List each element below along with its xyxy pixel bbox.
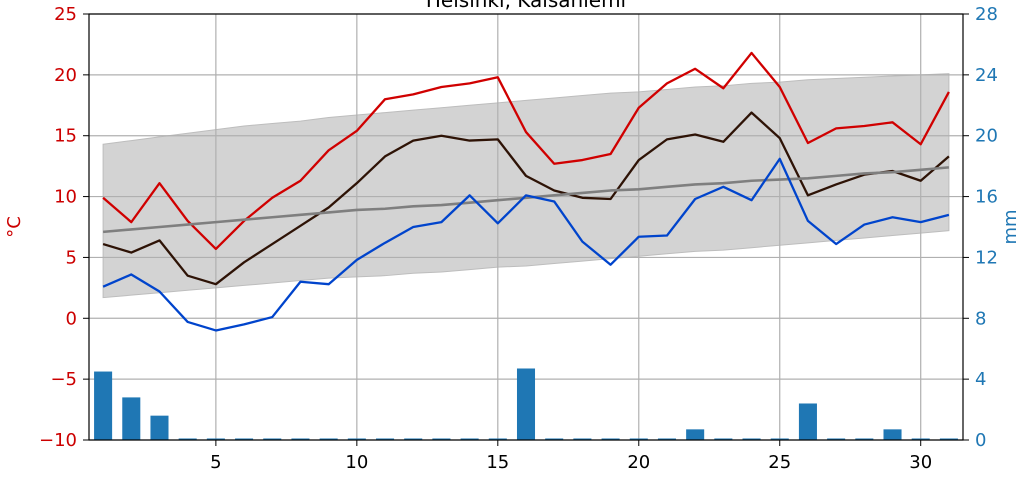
- x-tick-label: 25: [768, 452, 791, 473]
- bar-layer: [94, 368, 958, 440]
- x-tick-label: 5: [210, 452, 221, 473]
- precipitation-bar: [460, 438, 479, 440]
- y-axis-label-right: mm: [1000, 209, 1021, 244]
- precipitation-bar: [657, 438, 676, 440]
- y-tick-label-left: 15: [54, 126, 77, 147]
- y-tick-label-right: 28: [975, 4, 998, 25]
- precipitation-bar: [122, 397, 141, 440]
- y-tick-label-right: 20: [975, 126, 998, 147]
- precipitation-bar: [347, 438, 366, 440]
- line-layer: [102, 51, 950, 332]
- spread-band-layer: [102, 73, 950, 299]
- precipitation-bar: [319, 438, 338, 440]
- y-tick-label-right: 16: [975, 187, 998, 208]
- precipitation-bar: [911, 438, 930, 440]
- y-tick-label-right: 0: [975, 430, 986, 451]
- tick-layer: 5 10 15 20 25 30 −10 −5 0 5 10 15 20 25 0 4 8 12 16 20 24 28: [39, 4, 998, 473]
- precipitation-bar: [178, 438, 197, 440]
- y-tick-label-left: 0: [66, 308, 77, 329]
- y-tick-label-left: 25: [54, 4, 77, 25]
- y-tick-label-left: 10: [54, 187, 77, 208]
- precipitation-bar: [742, 438, 761, 440]
- precipitation-bar: [432, 438, 451, 440]
- precipitation-bar: [855, 438, 874, 440]
- x-tick-label: 15: [486, 452, 509, 473]
- precipitation-bar: [573, 438, 592, 440]
- spread-band: [102, 73, 950, 299]
- precipitation-bar: [516, 368, 536, 440]
- y-axis-label-left: °C: [4, 216, 25, 238]
- precipitation-bar: [206, 438, 225, 440]
- precipitation-bar: [150, 415, 169, 440]
- precipitation-bar: [376, 438, 395, 440]
- precipitation-bar: [770, 438, 789, 440]
- precipitation-bar: [545, 438, 564, 440]
- y-tick-label-left: 20: [54, 65, 77, 86]
- x-tick-label: 10: [345, 452, 368, 473]
- precipitation-bar: [939, 438, 958, 440]
- precipitation-bar: [94, 371, 113, 440]
- precipitation-bar: [798, 403, 817, 440]
- precipitation-bar: [404, 438, 423, 440]
- precipitation-bar: [883, 429, 902, 440]
- y-tick-label-right: 4: [975, 369, 986, 390]
- x-tick-label: 30: [909, 452, 932, 473]
- precipitation-bar: [629, 438, 648, 440]
- precipitation-bar: [827, 438, 846, 440]
- series-line-3: [102, 166, 950, 234]
- chart-title: Helsinki, Kaisaniemi: [426, 0, 626, 12]
- y-tick-label-right: 12: [975, 247, 998, 268]
- y-tick-label-left: 5: [66, 247, 77, 268]
- precipitation-bar: [714, 438, 733, 440]
- series-line-4: [102, 157, 950, 332]
- y-tick-label-right: 8: [975, 308, 986, 329]
- x-tick-label: 20: [627, 452, 650, 473]
- y-tick-label-left: −10: [39, 430, 77, 451]
- series-line-2: [102, 111, 950, 286]
- precipitation-bar: [263, 438, 282, 440]
- precipitation-bar: [601, 438, 620, 440]
- y-tick-label-right: 24: [975, 65, 998, 86]
- precipitation-bar: [235, 438, 254, 440]
- plot-frame: [88, 13, 964, 441]
- y-tick-label-left: −5: [50, 369, 77, 390]
- precipitation-bar: [488, 438, 507, 440]
- precipitation-bar: [291, 438, 310, 440]
- precipitation-bar: [686, 429, 705, 440]
